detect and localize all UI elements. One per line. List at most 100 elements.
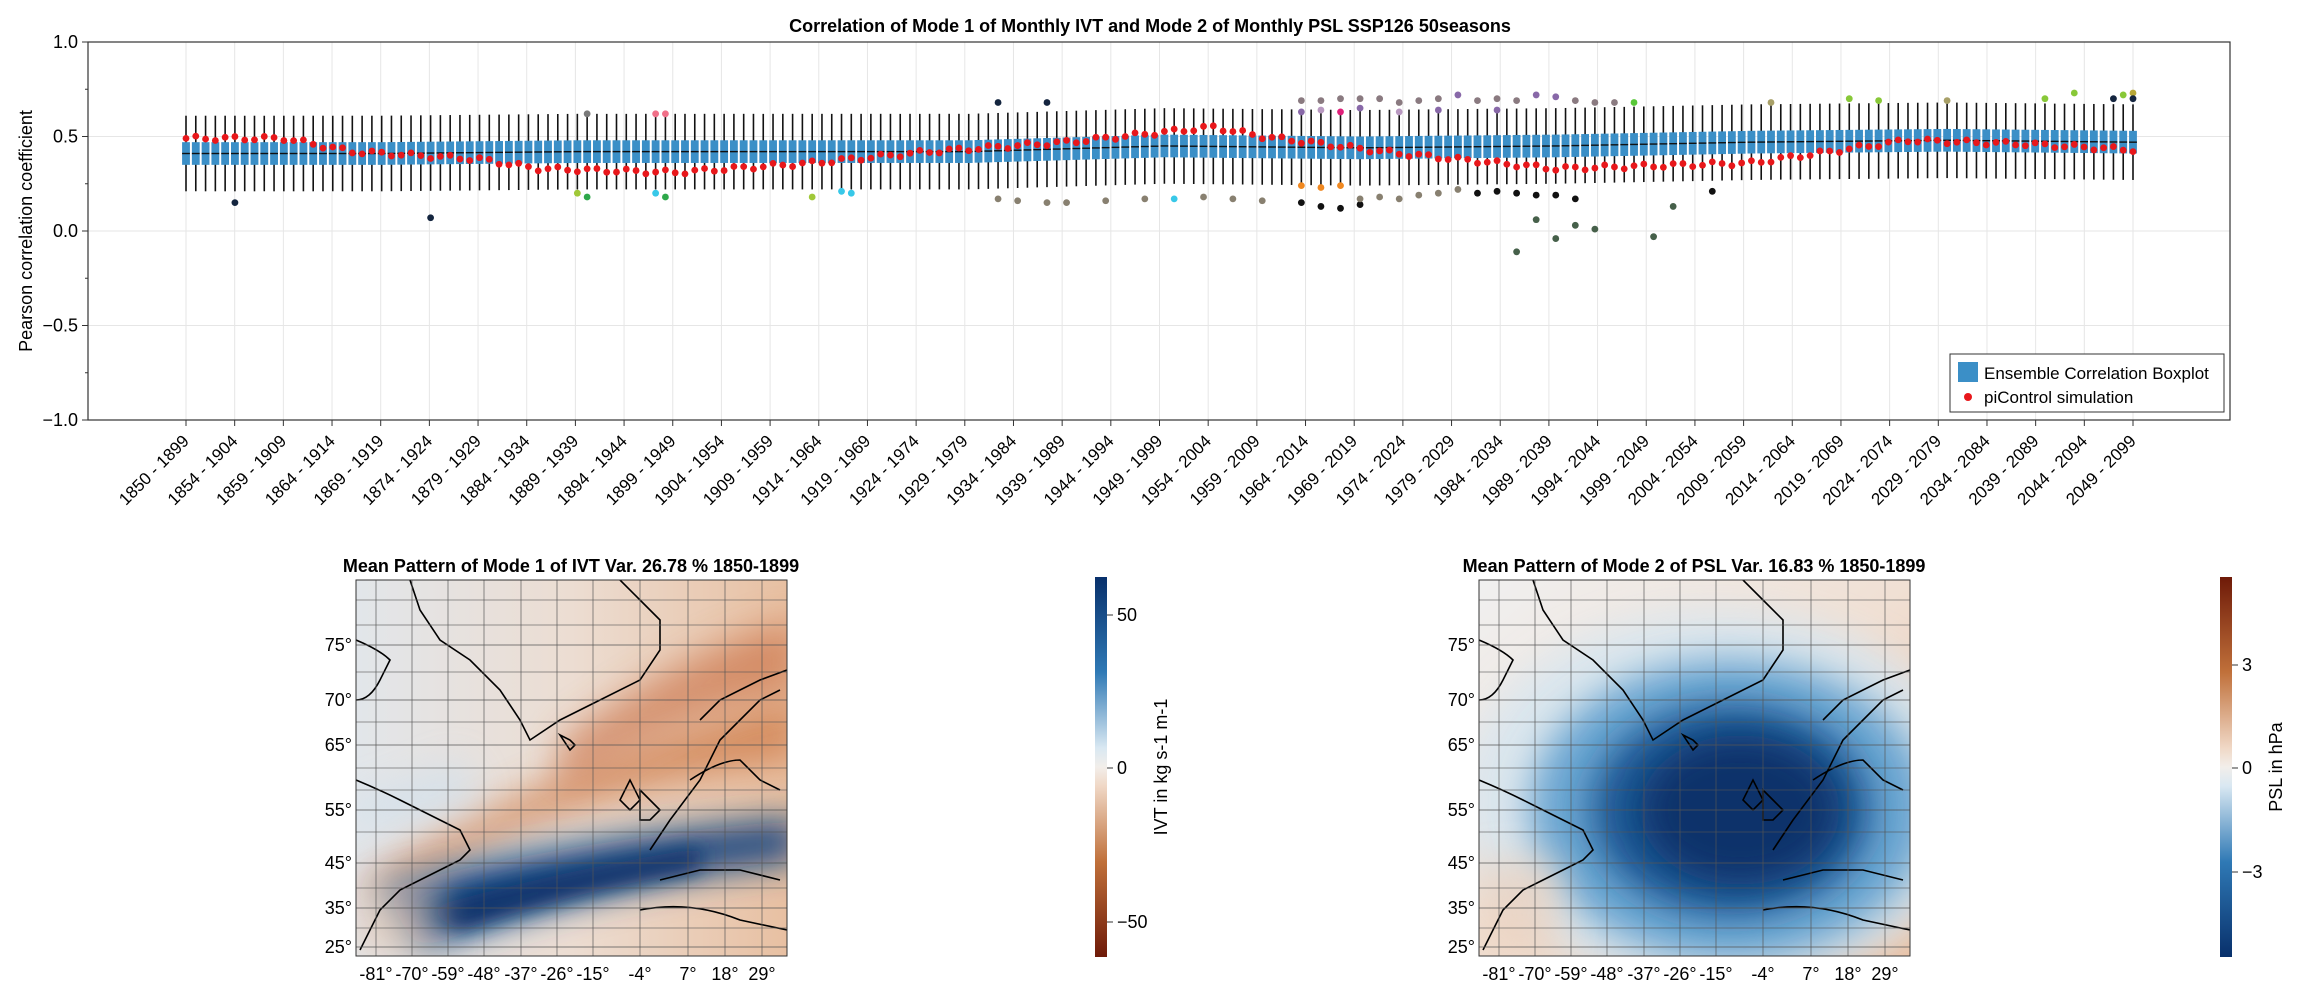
outlier-point — [1356, 104, 1364, 112]
outlier-point — [1434, 95, 1442, 103]
picontrol-point — [1474, 159, 1481, 167]
lon-tick-label: -26° — [1663, 964, 1696, 984]
picontrol-point — [887, 151, 894, 159]
picontrol-point — [1024, 139, 1031, 147]
picontrol-point — [1630, 162, 1638, 170]
outlier-point — [1337, 108, 1344, 116]
colorbar-tick-label: −3 — [2242, 862, 2263, 882]
lon-tick-label: -37° — [1627, 964, 1660, 984]
picontrol-point — [642, 170, 650, 178]
picontrol-point — [965, 147, 973, 155]
outlier-point — [1591, 99, 1599, 106]
picontrol-point — [1748, 157, 1755, 165]
ivt-lon-ticks: -81° -70° -59° -48° -37° -26° -15° -4° 7° 18° 29° — [359, 964, 775, 984]
outlier-point — [1493, 95, 1501, 103]
picontrol-point — [1160, 127, 1168, 135]
picontrol-point — [681, 170, 689, 178]
picontrol-point — [750, 165, 757, 173]
outlier-point — [1043, 99, 1051, 106]
picontrol-point — [769, 160, 777, 167]
outlier-point — [1317, 203, 1325, 210]
outlier-point — [1297, 97, 1305, 104]
lat-tick-label: 55° — [1448, 800, 1475, 820]
picontrol-point — [945, 145, 953, 153]
outlier-point — [1493, 106, 1501, 114]
lat-tick-label: 45° — [325, 853, 352, 873]
lon-tick-label: -70° — [395, 964, 428, 984]
picontrol-point — [593, 165, 601, 172]
outlier-point — [1434, 106, 1442, 114]
picontrol-point — [867, 154, 875, 162]
outlier-point — [2129, 89, 2137, 97]
picontrol-point — [1376, 147, 1384, 155]
picontrol-point — [1669, 160, 1677, 168]
picontrol-point — [1689, 163, 1697, 171]
outlier-point — [231, 199, 239, 207]
picontrol-point — [1562, 163, 1569, 170]
picontrol-point — [1454, 153, 1462, 161]
picontrol-point — [975, 145, 982, 153]
picontrol-point — [1503, 160, 1511, 168]
picontrol-point — [730, 163, 738, 170]
picontrol-point — [652, 168, 660, 176]
picontrol-point — [1072, 139, 1080, 147]
colorbar-tick-label: 0 — [1117, 758, 1127, 778]
outlier-point — [1474, 189, 1481, 197]
outlier-point — [808, 193, 816, 201]
outlier-point — [1356, 201, 1364, 208]
picontrol-point — [1532, 161, 1540, 169]
picontrol-point — [1258, 135, 1266, 143]
legend-swatch-picontrol — [1964, 393, 1972, 401]
picontrol-point — [270, 134, 278, 141]
picontrol-point — [1933, 136, 1941, 144]
picontrol-point — [1552, 166, 1560, 174]
picontrol-point — [1239, 127, 1247, 134]
picontrol-point — [1200, 122, 1207, 130]
outlier-point — [1571, 221, 1579, 229]
picontrol-point — [1522, 161, 1530, 169]
outlier-point — [583, 193, 591, 201]
picontrol-point — [1581, 166, 1589, 174]
picontrol-point — [554, 163, 562, 171]
picontrol-point — [1924, 135, 1931, 143]
picontrol-point — [1679, 160, 1687, 167]
picontrol-point — [1014, 142, 1022, 149]
outlier-point — [1552, 191, 1560, 199]
lat-tick-label: 75° — [1448, 635, 1475, 655]
ivt-colorbar — [1095, 577, 1107, 957]
picontrol-point — [368, 147, 376, 155]
outlier-point — [1571, 195, 1579, 203]
outlier-point — [573, 189, 581, 197]
picontrol-point — [1513, 163, 1521, 171]
outlier-point — [994, 195, 1002, 203]
outlier-point — [1395, 195, 1403, 203]
picontrol-point — [1845, 145, 1853, 153]
lon-tick-label: 29° — [1871, 964, 1898, 984]
outlier-point — [652, 189, 660, 197]
outlier-point — [1532, 91, 1540, 99]
picontrol-point — [1249, 131, 1256, 138]
picontrol-point — [1053, 138, 1061, 146]
picontrol-point — [1483, 158, 1491, 166]
outlier-point — [427, 214, 434, 222]
picontrol-point — [1395, 150, 1403, 158]
picontrol-point — [2002, 138, 2010, 145]
picontrol-point — [720, 167, 728, 174]
picontrol-point — [407, 149, 415, 157]
outlier-point — [1513, 189, 1521, 197]
psl-map-frame — [1478, 579, 1911, 957]
colorbar-tick-label: 50 — [1117, 605, 1137, 625]
correlation-boxplot-chart: Correlation of Mode 1 of Monthly IVT and… — [16, 16, 2231, 509]
picontrol-point — [838, 155, 845, 162]
ivt-lat-ticks: 75° 70° 65° 55° 45° 35° 25° — [325, 635, 352, 957]
lon-tick-label: -48° — [1590, 964, 1623, 984]
picontrol-point — [358, 150, 366, 158]
outlier-point — [2110, 95, 2117, 103]
picontrol-point — [2070, 141, 2078, 148]
picontrol-point — [662, 166, 669, 174]
outlier-point — [1317, 184, 1325, 191]
picontrol-point — [1405, 153, 1413, 160]
psl-lat-ticks: 75° 70° 65° 55° 45° 35° 25° — [1448, 635, 1475, 957]
ivt-colorbar-ticks: 50 0 −50 — [1107, 605, 1148, 932]
picontrol-point — [427, 155, 434, 162]
